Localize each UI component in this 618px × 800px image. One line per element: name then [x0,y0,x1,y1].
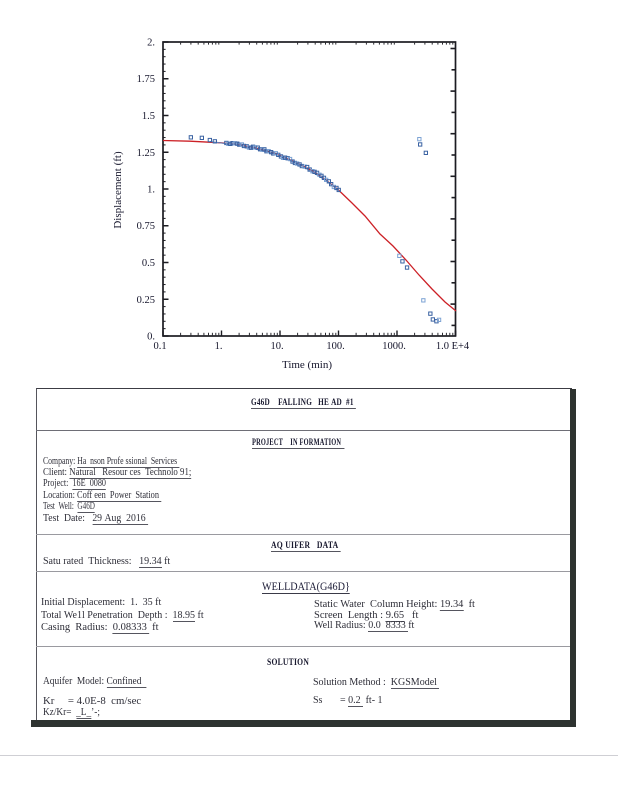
svg-text:0.1: 0.1 [153,341,166,352]
svg-text:100.: 100. [326,341,344,352]
svg-text:1.25: 1.25 [137,148,155,159]
svg-text:0.: 0. [147,332,155,343]
svg-text:1.75: 1.75 [137,74,155,85]
svg-text:1.0 E+4: 1.0 E+4 [436,341,470,352]
svg-text:Time (min): Time (min) [282,359,332,371]
svg-text:1.: 1. [147,185,155,196]
svg-text:10.: 10. [270,341,283,352]
svg-text:1.: 1. [215,341,223,352]
svg-text:0.25: 0.25 [137,295,155,306]
svg-text:2.: 2. [147,38,155,49]
svg-text:0.75: 0.75 [137,221,155,232]
svg-text:1000.: 1000. [382,341,406,352]
svg-text:0.5: 0.5 [142,258,155,269]
svg-text:1.5: 1.5 [142,111,155,122]
svg-text:Displacement (ft): Displacement (ft) [112,151,124,229]
